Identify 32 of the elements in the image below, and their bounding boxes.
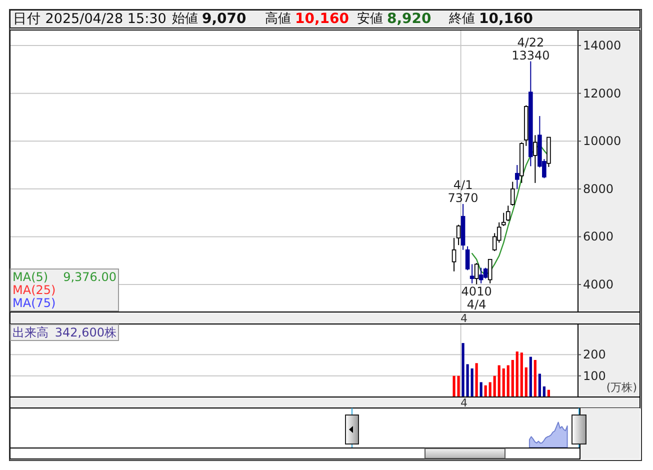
legend-item: MA(25) [12,283,56,297]
tick-label: 10000 [583,134,622,148]
legend-item: MA(75) [12,296,56,310]
tick-label: 100 [583,368,606,383]
legend-item: MA(5) [12,270,48,284]
quote-value: 8,920 [387,11,432,27]
legend-value: 342,600株 [54,326,116,340]
tick-label: 14000 [583,38,622,53]
annotation: 4/1 [453,178,473,192]
axis-title: (万株) [606,381,637,394]
tick-label: 12000 [583,86,622,100]
annotation: 4010 [461,284,492,298]
legend-item: 出来高 [12,326,48,340]
quote-value: 10,160 [295,11,350,27]
annotation: 13340 [512,48,550,62]
annotation: 4/22 [517,35,544,50]
quote-label: 始値 [172,12,198,26]
category-label: 4 [460,396,468,410]
tick-label: 200 [583,348,606,362]
category-label: 4 [460,312,468,325]
tick-label: 6000 [583,230,614,244]
annotation: 4/4 [466,297,486,312]
quote-value: 9,070 [202,11,246,27]
quote-label: 安値 [357,12,383,26]
quote-label: 終値 [449,12,475,26]
legend-value: 9,376.00 [63,270,116,284]
tick-label: 4000 [583,278,614,292]
quote-value: 10,160 [479,11,534,27]
quote-label: 高値 [265,12,291,26]
tick-label: 8000 [583,182,614,196]
annotation: 7370 [448,190,478,205]
quote-date: 日付 2025/04/28 15:30 [13,11,166,27]
